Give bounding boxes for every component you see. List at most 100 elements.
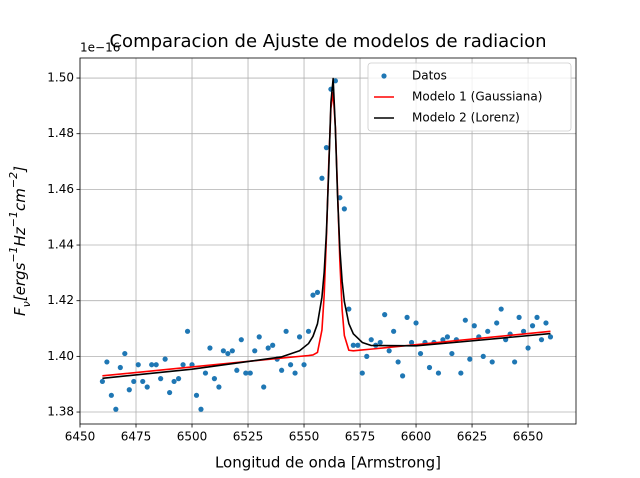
x-axis-label: Longitud de onda [Armstrong] xyxy=(215,454,441,472)
chart-title: Comparacion de Ajuste de modelos de radi… xyxy=(109,31,546,52)
data-point xyxy=(229,348,235,354)
data-point xyxy=(395,359,401,365)
data-point xyxy=(440,337,446,343)
data-point xyxy=(480,353,486,359)
data-point xyxy=(525,345,531,351)
legend-marker xyxy=(381,73,387,79)
y-axis-label-part: −1 xyxy=(7,246,20,262)
y-tick-label: 1.50 xyxy=(47,71,74,85)
data-point xyxy=(359,370,365,376)
data-point xyxy=(283,328,289,334)
legend-box xyxy=(367,62,572,132)
data-point xyxy=(319,175,325,181)
data-point xyxy=(279,367,285,373)
data-point xyxy=(391,328,397,334)
y-axis-label-part: F xyxy=(11,307,29,316)
data-point xyxy=(408,339,415,346)
data-point xyxy=(471,323,477,329)
y-tick-label: 1.40 xyxy=(47,349,74,363)
data-point xyxy=(216,384,222,390)
data-point xyxy=(386,348,392,354)
y-axis-label-part: Hz xyxy=(11,226,29,246)
legend-label: Modelo 1 (Gaussiana) xyxy=(412,90,542,104)
data-point xyxy=(489,359,495,365)
data-point xyxy=(220,348,226,354)
legend-label: Modelo 2 (Lorenz) xyxy=(412,111,520,125)
data-point xyxy=(198,406,204,412)
data-point xyxy=(417,350,424,357)
data-point xyxy=(310,292,316,298)
offset-text: 1e−16 xyxy=(80,41,120,55)
data-point xyxy=(534,314,540,321)
data-point xyxy=(543,320,549,326)
data-point xyxy=(149,362,155,368)
data-point xyxy=(153,362,159,368)
y-tick-label: 1.38 xyxy=(47,405,74,419)
data-point xyxy=(234,367,240,373)
data-point xyxy=(167,389,173,396)
data-point xyxy=(512,359,518,365)
data-point xyxy=(117,364,123,371)
data-point xyxy=(171,378,177,385)
data-point xyxy=(270,342,276,348)
data-point xyxy=(305,328,312,334)
x-tick-label: 6650 xyxy=(513,430,544,444)
data-point xyxy=(193,392,200,398)
y-tick-label: 1.44 xyxy=(47,238,74,252)
data-point xyxy=(180,362,186,368)
data-point xyxy=(243,370,249,376)
data-point xyxy=(162,356,168,362)
data-point xyxy=(520,328,527,334)
data-point xyxy=(538,337,545,343)
y-tick-label: 1.42 xyxy=(47,293,74,307)
data-point xyxy=(104,359,110,365)
data-point xyxy=(99,378,106,385)
x-tick-label: 6500 xyxy=(177,430,208,444)
data-point xyxy=(140,378,146,385)
x-tick-label: 6550 xyxy=(289,430,320,444)
data-point xyxy=(400,373,406,379)
y-axis-label-part: [ergs xyxy=(11,262,29,301)
data-point xyxy=(202,370,209,376)
data-point xyxy=(413,320,419,326)
data-point xyxy=(256,334,262,340)
y-axis-label-part: ν xyxy=(20,301,33,307)
data-point xyxy=(144,384,150,390)
data-point xyxy=(292,370,298,376)
data-point xyxy=(261,384,267,390)
data-point xyxy=(364,353,370,359)
data-point xyxy=(287,362,294,368)
data-point xyxy=(355,342,361,348)
data-point xyxy=(494,320,500,326)
data-point xyxy=(225,350,231,357)
data-point xyxy=(346,306,352,312)
data-point xyxy=(247,370,253,376)
data-point xyxy=(350,342,356,348)
data-point xyxy=(265,345,271,351)
data-point xyxy=(131,378,137,385)
x-tick-label: 6450 xyxy=(65,430,96,444)
y-axis-label-part: −1 xyxy=(7,211,20,227)
y-tick-label: 1.48 xyxy=(47,126,74,140)
data-point xyxy=(435,370,442,376)
data-point xyxy=(449,350,455,357)
data-point xyxy=(516,314,522,321)
data-point xyxy=(467,356,473,362)
legend-label: Datos xyxy=(412,69,447,83)
y-tick-label: 1.46 xyxy=(47,182,74,196)
data-point xyxy=(184,328,191,334)
data-point xyxy=(135,362,141,368)
x-tick-label: 6575 xyxy=(345,430,376,444)
data-point xyxy=(462,317,468,323)
data-point xyxy=(314,289,321,295)
x-tick-label: 6475 xyxy=(121,430,152,444)
data-point xyxy=(108,392,114,398)
data-point xyxy=(382,312,388,318)
y-axis-label: Fν[ergs−1Hz−1cm−2] xyxy=(7,166,33,316)
data-point xyxy=(301,362,307,368)
data-point xyxy=(529,323,536,329)
x-tick-label: 6625 xyxy=(457,430,488,444)
data-point xyxy=(458,370,464,376)
plot-frame xyxy=(79,57,577,425)
